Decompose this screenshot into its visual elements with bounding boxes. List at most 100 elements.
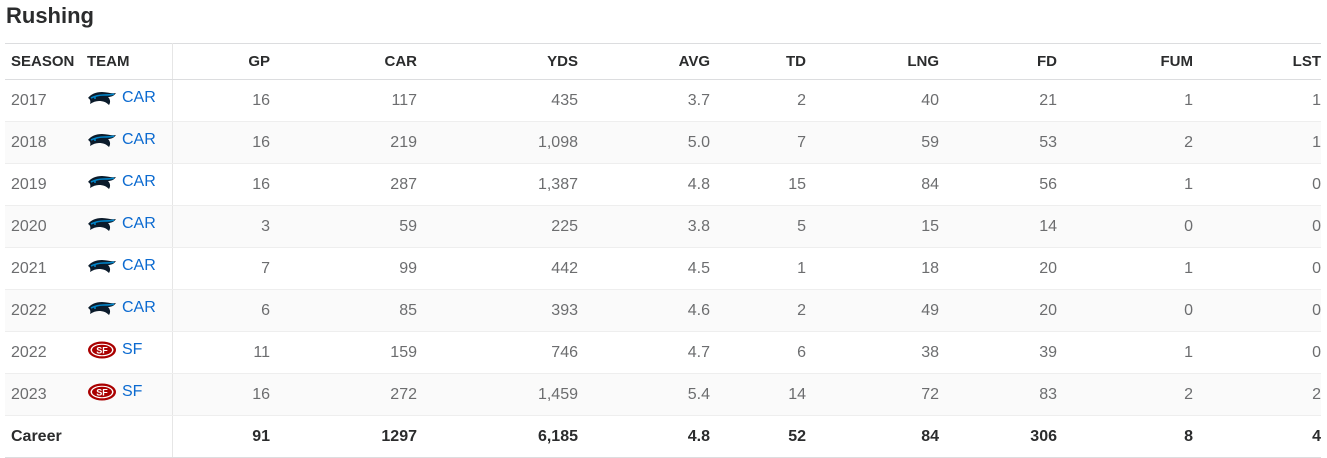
gp-cell: 7 <box>172 247 270 290</box>
car-cell: 287 <box>270 163 417 206</box>
career-fd: 306 <box>939 415 1057 458</box>
team-link[interactable]: CAR <box>87 173 156 191</box>
fd-cell: 20 <box>939 289 1057 332</box>
col-header-team[interactable]: TEAM <box>87 43 173 80</box>
lst-cell: 0 <box>1193 205 1321 248</box>
team-cell: CAR <box>87 247 173 290</box>
table-row: 2023 SF SF 16 272 1,459 5.4 14 72 83 2 2 <box>5 373 1321 416</box>
team-cell: SF SF <box>87 373 173 416</box>
avg-cell: 3.8 <box>578 205 710 248</box>
td-cell: 1 <box>710 247 806 290</box>
fd-cell: 14 <box>939 205 1057 248</box>
table-row: 2021 CAR 7 99 442 4.5 1 18 20 1 0 <box>5 247 1321 290</box>
team-link[interactable]: CAR <box>87 257 156 275</box>
td-cell: 15 <box>710 163 806 206</box>
avg-cell: 4.5 <box>578 247 710 290</box>
yds-cell: 1,098 <box>417 121 578 164</box>
table-row: 2019 CAR 16 287 1,387 4.8 15 84 56 1 0 <box>5 163 1321 206</box>
col-header-avg[interactable]: AVG <box>578 43 710 80</box>
team-abbr: CAR <box>122 299 156 316</box>
gp-cell: 16 <box>172 79 270 122</box>
col-header-car[interactable]: CAR <box>270 43 417 80</box>
team-abbr: SF <box>122 383 143 400</box>
table-row: 2020 CAR 3 59 225 3.8 5 15 14 0 0 <box>5 205 1321 248</box>
td-cell: 6 <box>710 331 806 374</box>
career-lng: 84 <box>806 415 939 458</box>
yds-cell: 435 <box>417 79 578 122</box>
car-cell: 59 <box>270 205 417 248</box>
td-cell: 5 <box>710 205 806 248</box>
col-header-lng[interactable]: LNG <box>806 43 939 80</box>
fum-cell: 1 <box>1057 331 1193 374</box>
gp-cell: 16 <box>172 163 270 206</box>
panthers-logo-icon <box>87 299 117 317</box>
season-cell: 2023 <box>5 373 87 416</box>
gp-cell: 3 <box>172 205 270 248</box>
career-row: Career 91 1297 6,185 4.8 52 84 306 8 4 <box>5 415 1321 458</box>
car-cell: 99 <box>270 247 417 290</box>
gp-cell: 16 <box>172 121 270 164</box>
fum-cell: 0 <box>1057 205 1193 248</box>
col-header-season[interactable]: SEASON <box>5 43 87 80</box>
fum-cell: 2 <box>1057 121 1193 164</box>
lst-cell: 0 <box>1193 289 1321 332</box>
fum-cell: 1 <box>1057 79 1193 122</box>
team-link[interactable]: CAR <box>87 89 156 107</box>
svg-text:SF: SF <box>96 346 108 356</box>
svg-text:SF: SF <box>96 388 108 398</box>
season-cell: 2019 <box>5 163 87 206</box>
car-cell: 219 <box>270 121 417 164</box>
team-cell: SF SF <box>87 331 173 374</box>
career-avg: 4.8 <box>578 415 710 458</box>
career-lst: 4 <box>1193 415 1321 458</box>
lst-cell: 0 <box>1193 163 1321 206</box>
team-link[interactable]: SF SF <box>87 383 142 401</box>
team-link[interactable]: CAR <box>87 215 156 233</box>
lng-cell: 84 <box>806 163 939 206</box>
yds-cell: 1,459 <box>417 373 578 416</box>
car-cell: 159 <box>270 331 417 374</box>
fum-cell: 2 <box>1057 373 1193 416</box>
col-header-yds[interactable]: YDS <box>417 43 578 80</box>
lst-cell: 1 <box>1193 121 1321 164</box>
team-link[interactable]: SF SF <box>87 341 142 359</box>
team-link[interactable]: CAR <box>87 299 156 317</box>
career-td: 52 <box>710 415 806 458</box>
avg-cell: 4.8 <box>578 163 710 206</box>
yds-cell: 746 <box>417 331 578 374</box>
team-link[interactable]: CAR <box>87 131 156 149</box>
table-row: 2022 CAR 6 85 393 4.6 2 49 20 0 0 <box>5 289 1321 332</box>
career-label: Career <box>5 415 87 458</box>
panthers-logo-icon <box>87 173 117 191</box>
career-car: 1297 <box>270 415 417 458</box>
fum-cell: 0 <box>1057 289 1193 332</box>
yds-cell: 1,387 <box>417 163 578 206</box>
fd-cell: 21 <box>939 79 1057 122</box>
fum-cell: 1 <box>1057 247 1193 290</box>
col-header-gp[interactable]: GP <box>172 43 270 80</box>
lng-cell: 40 <box>806 79 939 122</box>
avg-cell: 4.6 <box>578 289 710 332</box>
fd-cell: 53 <box>939 121 1057 164</box>
career-gp: 91 <box>172 415 270 458</box>
col-header-td[interactable]: TD <box>710 43 806 80</box>
49ers-logo-icon: SF <box>87 383 117 401</box>
lst-cell: 1 <box>1193 79 1321 122</box>
td-cell: 14 <box>710 373 806 416</box>
season-cell: 2020 <box>5 205 87 248</box>
avg-cell: 5.4 <box>578 373 710 416</box>
career-yds: 6,185 <box>417 415 578 458</box>
team-cell: CAR <box>87 289 173 332</box>
col-header-lst[interactable]: LST <box>1193 43 1321 80</box>
lng-cell: 49 <box>806 289 939 332</box>
team-abbr: CAR <box>122 173 156 190</box>
team-abbr: SF <box>122 341 143 358</box>
gp-cell: 16 <box>172 373 270 416</box>
td-cell: 7 <box>710 121 806 164</box>
col-header-fum[interactable]: FUM <box>1057 43 1193 80</box>
fd-cell: 39 <box>939 331 1057 374</box>
td-cell: 2 <box>710 79 806 122</box>
col-header-fd[interactable]: FD <box>939 43 1057 80</box>
panthers-logo-icon <box>87 257 117 275</box>
team-cell: CAR <box>87 79 173 122</box>
